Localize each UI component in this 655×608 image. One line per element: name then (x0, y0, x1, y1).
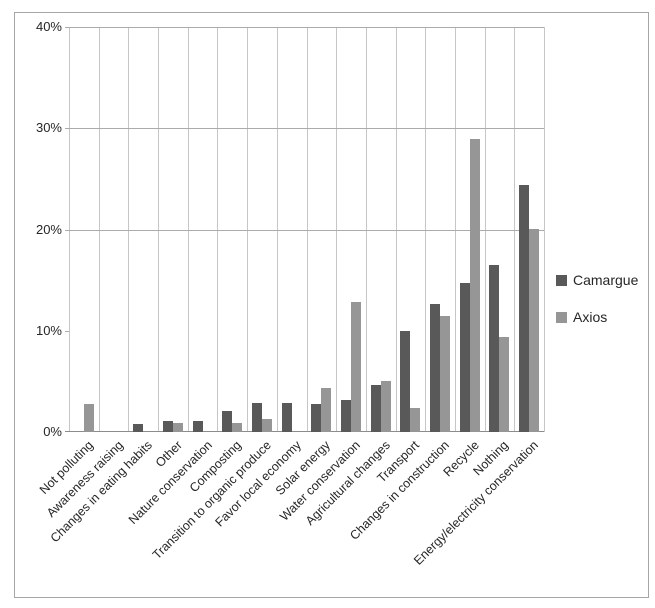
bar-camargue (193, 421, 203, 432)
vertical-gridline (128, 27, 129, 432)
legend-label-camargue: Camargue (573, 272, 639, 288)
legend-swatch-camargue (556, 274, 567, 286)
legend-swatch-axios (556, 311, 567, 323)
vertical-gridline (336, 27, 337, 432)
legend-entry-axios: Axios (556, 309, 638, 325)
plot-area (65, 27, 545, 432)
bar-camargue (489, 265, 499, 432)
bar-axios (381, 381, 391, 432)
bar-axios (440, 316, 450, 432)
bar-camargue (519, 185, 529, 432)
y-axis-label: 30% (35, 120, 62, 135)
x-axis-line (65, 431, 544, 432)
y-axis-label: 20% (35, 222, 62, 237)
bar-camargue (133, 424, 143, 432)
bar-camargue (282, 403, 292, 432)
bar-axios (321, 388, 331, 432)
bar-camargue (371, 385, 381, 432)
vertical-gridline (514, 27, 515, 432)
bar-camargue (341, 400, 351, 432)
bar-axios (173, 423, 183, 432)
horizontal-gridline (65, 230, 544, 231)
vertical-gridline (99, 27, 100, 432)
bar-camargue (222, 411, 232, 432)
bar-axios (262, 419, 272, 432)
legend-label-axios: Axios (573, 309, 608, 325)
bar-axios (470, 139, 480, 432)
bar-axios (410, 408, 420, 432)
vertical-gridline (366, 27, 367, 432)
y-tick-10 (65, 331, 69, 332)
legend: Camargue Axios (556, 272, 638, 346)
vertical-gridline (277, 27, 278, 432)
vertical-gridline (425, 27, 426, 432)
legend-entry-camargue: Camargue (556, 272, 638, 288)
horizontal-gridline (65, 27, 544, 28)
y-axis-label: 40% (35, 19, 62, 34)
chart-outer-border (14, 12, 649, 598)
bar-camargue (163, 421, 173, 432)
bar-axios (499, 337, 509, 432)
bar-camargue (311, 404, 321, 432)
vertical-gridline (396, 27, 397, 432)
vertical-gridline (188, 27, 189, 432)
vertical-gridline (69, 27, 70, 432)
vertical-gridline (455, 27, 456, 432)
bar-axios (232, 423, 242, 432)
bar-camargue (430, 304, 440, 432)
bar-camargue (400, 331, 410, 432)
y-axis-label: 10% (35, 323, 62, 338)
vertical-gridline (158, 27, 159, 432)
bar-axios (529, 229, 539, 432)
bar-camargue (460, 283, 470, 432)
vertical-gridline (485, 27, 486, 432)
vertical-gridline (307, 27, 308, 432)
bar-camargue (252, 403, 262, 432)
vertical-gridline (247, 27, 248, 432)
horizontal-gridline (65, 128, 544, 129)
vertical-gridline (217, 27, 218, 432)
vertical-gridline (544, 27, 545, 432)
y-axis-label: 0% (43, 424, 62, 439)
bar-axios (351, 302, 361, 432)
bar-axios (84, 404, 94, 432)
